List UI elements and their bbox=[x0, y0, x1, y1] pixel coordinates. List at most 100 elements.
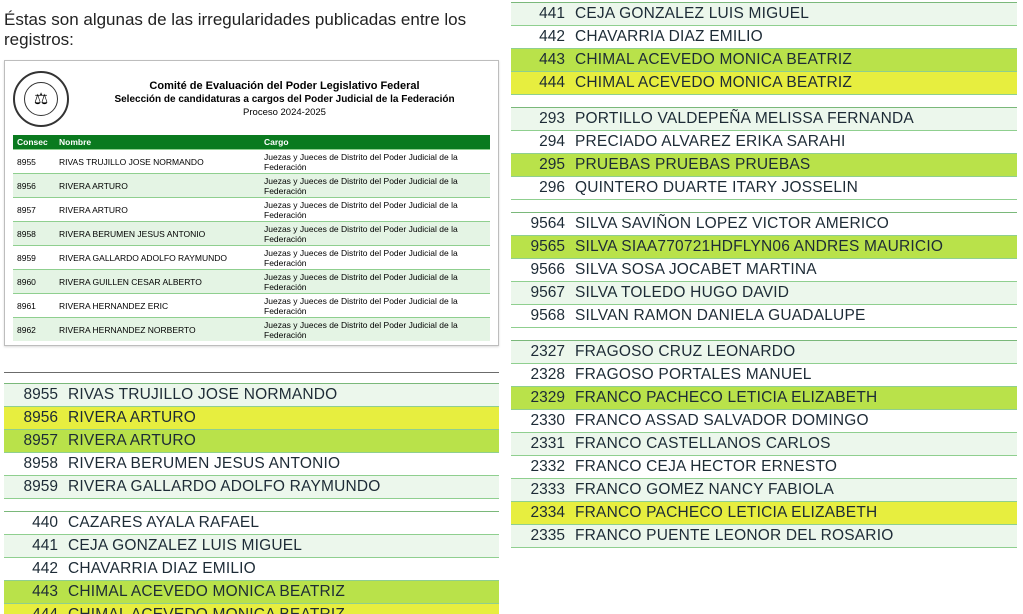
row-name: CHAVARRIA DIAZ EMILIO bbox=[575, 28, 1011, 46]
list-row: 2328FRAGOSO PORTALES MANUEL bbox=[511, 364, 1017, 387]
doc-table-row: 8960RIVERA GUILLEN CESAR ALBERTOJuezas y… bbox=[13, 270, 490, 294]
list-row: 441 CEJA GONZALEZ LUIS MIGUEL bbox=[511, 3, 1017, 26]
source-document: ⚖ Comité de Evaluación del Poder Legisla… bbox=[4, 60, 499, 346]
doc-cell: RIVERA HERNANDEZ NORBERTO bbox=[55, 318, 260, 342]
th-nombre: Nombre bbox=[55, 135, 260, 150]
doc-table-row: 8955RIVAS TRUJILLO JOSE NORMANDOJuezas y… bbox=[13, 150, 490, 174]
list-row: 2335FRANCO PUENTE LEONOR DEL ROSARIO bbox=[511, 525, 1017, 548]
row-name: RIVERA GALLARDO ADOLFO RAYMUNDO bbox=[68, 478, 493, 496]
list-row: 2330 FRANCO ASSAD SALVADOR DOMINGO bbox=[511, 410, 1017, 433]
row-number: 441 bbox=[515, 5, 565, 23]
row-name: FRAGOSO PORTALES MANUEL bbox=[575, 366, 1011, 384]
list-row: 8955 RIVAS TRUJILLO JOSE NORMANDO bbox=[4, 384, 499, 407]
row-number: 443 bbox=[8, 583, 58, 601]
row-number: 441 bbox=[8, 537, 58, 555]
row-number: 440 bbox=[8, 514, 58, 532]
row-name: RIVERA BERUMEN JESUS ANTONIO bbox=[68, 455, 493, 473]
list-row: 294PRECIADO ALVAREZ ERIKA SARAHI bbox=[511, 131, 1017, 154]
list-row: 442 CHAVARRIA DIAZ EMILIO bbox=[511, 26, 1017, 49]
doc-cell: Juezas y Jueces de Distrito del Poder Ju… bbox=[260, 174, 490, 198]
doc-table-row: 8956RIVERA ARTUROJuezas y Jueces de Dist… bbox=[13, 174, 490, 198]
doc-cell: RIVERA HERNANDEZ ERIC bbox=[55, 294, 260, 318]
doc-cell: 8955 bbox=[13, 150, 55, 174]
row-number: 442 bbox=[515, 28, 565, 46]
row-name: CHAVARRIA DIAZ EMILIO bbox=[68, 560, 493, 578]
doc-cell: Juezas y Jueces de Distrito del Poder Ju… bbox=[260, 198, 490, 222]
row-number: 8957 bbox=[8, 432, 58, 450]
list-row: 2327 FRAGOSO CRUZ LEONARDO bbox=[511, 341, 1017, 364]
row-number: 2330 bbox=[515, 412, 565, 430]
row-name: SILVA SOSA JOCABET MARTINA bbox=[575, 261, 1011, 279]
doc-cell: 8962 bbox=[13, 318, 55, 342]
doc-cell: RIVERA GALLARDO ADOLFO RAYMUNDO bbox=[55, 246, 260, 270]
list-row: 8957RIVERA ARTURO bbox=[4, 430, 499, 453]
list-block: 293 PORTILLO VALDEPEÑA MELISSA FERNANDA 29… bbox=[511, 107, 1017, 200]
doc-table-row: 8958RIVERA BERUMEN JESUS ANTONIOJuezas y… bbox=[13, 222, 490, 246]
row-name: PRUEBAS PRUEBAS PRUEBAS bbox=[575, 156, 1011, 174]
seal-icon: ⚖ bbox=[13, 71, 69, 127]
intro-text: Éstas son algunas de las irregularidades… bbox=[4, 10, 499, 50]
row-name: FRAGOSO CRUZ LEONARDO bbox=[575, 343, 1011, 361]
row-number: 296 bbox=[515, 179, 565, 197]
row-name: CAZARES AYALA RAFAEL bbox=[68, 514, 493, 532]
doc-cell: 8958 bbox=[13, 222, 55, 246]
row-number: 444 bbox=[8, 606, 58, 614]
doc-cell: 8956 bbox=[13, 174, 55, 198]
doc-cell: RIVERA ARTURO bbox=[55, 174, 260, 198]
list-row: 442 CHAVARRIA DIAZ EMILIO bbox=[4, 558, 499, 581]
list-row: 9566 SILVA SOSA JOCABET MARTINA bbox=[511, 259, 1017, 282]
row-number: 2333 bbox=[515, 481, 565, 499]
doc-table-row: 8957RIVERA ARTUROJuezas y Jueces de Dist… bbox=[13, 198, 490, 222]
row-number: 444 bbox=[515, 74, 565, 92]
list-row: 444CHIMAL ACEVEDO MONICA BEATRIZ bbox=[4, 604, 499, 614]
row-number: 9564 bbox=[515, 215, 565, 233]
doc-cell: Juezas y Jueces de Distrito del Poder Ju… bbox=[260, 222, 490, 246]
row-name: CHIMAL ACEVEDO MONICA BEATRIZ bbox=[68, 583, 493, 601]
list-row: 440 CAZARES AYALA RAFAEL bbox=[4, 512, 499, 535]
list-block: 441 CEJA GONZALEZ LUIS MIGUEL 442 CHAVARRIA… bbox=[511, 2, 1017, 95]
row-number: 443 bbox=[515, 51, 565, 69]
row-name: RIVERA ARTURO bbox=[68, 409, 493, 427]
row-name: FRANCO PACHECO LETICIA ELIZABETH bbox=[575, 504, 1011, 522]
row-name: CEJA GONZALEZ LUIS MIGUEL bbox=[575, 5, 1011, 23]
row-number: 9567 bbox=[515, 284, 565, 302]
row-number: 2334 bbox=[515, 504, 565, 522]
row-number: 8955 bbox=[8, 386, 58, 404]
right-column: 441 CEJA GONZALEZ LUIS MIGUEL 442 CHAVARRIA… bbox=[505, 0, 1023, 614]
list-row: 295 PRUEBAS PRUEBAS PRUEBAS bbox=[511, 154, 1017, 177]
list-row: 2331FRANCO CASTELLANOS CARLOS bbox=[511, 433, 1017, 456]
row-name: FRANCO ASSAD SALVADOR DOMINGO bbox=[575, 412, 1011, 430]
row-number: 9566 bbox=[515, 261, 565, 279]
row-number: 9565 bbox=[515, 238, 565, 256]
row-name: CEJA GONZALEZ LUIS MIGUEL bbox=[68, 537, 493, 555]
doc-cell: Juezas y Jueces de Distrito del Poder Ju… bbox=[260, 246, 490, 270]
doc-header: ⚖ Comité de Evaluación del Poder Legisla… bbox=[13, 67, 490, 135]
row-number: 8959 bbox=[8, 478, 58, 496]
row-number: 295 bbox=[515, 156, 565, 174]
list-row: 8959 RIVERA GALLARDO ADOLFO RAYMUNDO bbox=[4, 476, 499, 499]
row-number: 9568 bbox=[515, 307, 565, 325]
doc-table-row: 8961RIVERA HERNANDEZ ERICJuezas y Jueces… bbox=[13, 294, 490, 318]
row-name: PRECIADO ALVAREZ ERIKA SARAHI bbox=[575, 133, 1011, 151]
row-name: PORTILLO VALDEPEÑA MELISSA FERNANDA bbox=[575, 110, 1011, 128]
row-number: 8958 bbox=[8, 455, 58, 473]
doc-cell: RIVERA BERUMEN JESUS ANTONIO bbox=[55, 222, 260, 246]
list-row: 8958 RIVERA BERUMEN JESUS ANTONIO bbox=[4, 453, 499, 476]
list-row: 8956RIVERA ARTURO bbox=[4, 407, 499, 430]
list-row: 9564SILVA SAVIÑON LOPEZ VICTOR AMERICO bbox=[511, 213, 1017, 236]
row-number: 442 bbox=[8, 560, 58, 578]
list-row: 2333FRANCO GOMEZ NANCY FABIOLA bbox=[511, 479, 1017, 502]
list-row: 443CHIMAL ACEVEDO MONICA BEATRIZ bbox=[511, 49, 1017, 72]
separator-line bbox=[4, 372, 499, 373]
doc-cell: Juezas y Jueces de Distrito del Poder Ju… bbox=[260, 318, 490, 342]
doc-table-row: 8959RIVERA GALLARDO ADOLFO RAYMUNDOJueza… bbox=[13, 246, 490, 270]
row-number: 2327 bbox=[515, 343, 565, 361]
row-name: RIVAS TRUJILLO JOSE NORMANDO bbox=[68, 386, 493, 404]
list-row: 9565SILVA SIAA770721HDFLYN06 ANDRES MAUR… bbox=[511, 236, 1017, 259]
list-row: 441 CEJA GONZALEZ LUIS MIGUEL bbox=[4, 535, 499, 558]
row-number: 293 bbox=[515, 110, 565, 128]
list-block: 440 CAZARES AYALA RAFAEL 441 CEJA GONZALEZ … bbox=[4, 511, 499, 614]
doc-titles: Comité de Evaluación del Poder Legislati… bbox=[79, 80, 490, 118]
doc-cell: RIVAS TRUJILLO JOSE NORMANDO bbox=[55, 150, 260, 174]
row-name: QUINTERO DUARTE ITARY JOSSELIN bbox=[575, 179, 1011, 197]
